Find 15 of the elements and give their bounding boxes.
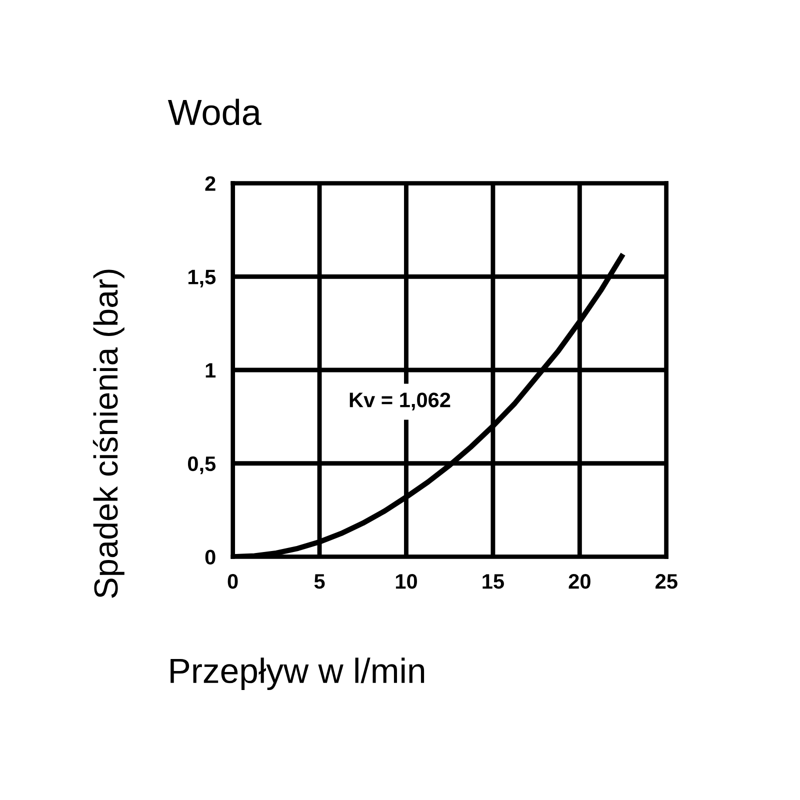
x-tick-label: 5 — [314, 574, 325, 589]
y-tick-label: 2 — [205, 176, 216, 191]
y-tick-label: 1 — [206, 363, 216, 378]
annotation: Kv = 1,062 — [350, 392, 450, 410]
y-tick-label: 1,5 — [188, 270, 216, 288]
x-tick-label: 20 — [568, 574, 590, 589]
x-axis-title: Przepływ w l/min — [170, 658, 424, 690]
x-tick-label: 25 — [656, 574, 678, 589]
y-tick-label: 0 — [205, 550, 216, 565]
x-tick-label: 0 — [228, 574, 238, 589]
x-tick-label: 10 — [396, 574, 417, 589]
y-tick-label: 0,5 — [188, 456, 216, 474]
y-axis-title: Spadek ciśnienia (bar) — [92, 270, 124, 598]
chart-title: Woda — [168, 98, 262, 126]
x-tick-label: 15 — [482, 574, 504, 589]
